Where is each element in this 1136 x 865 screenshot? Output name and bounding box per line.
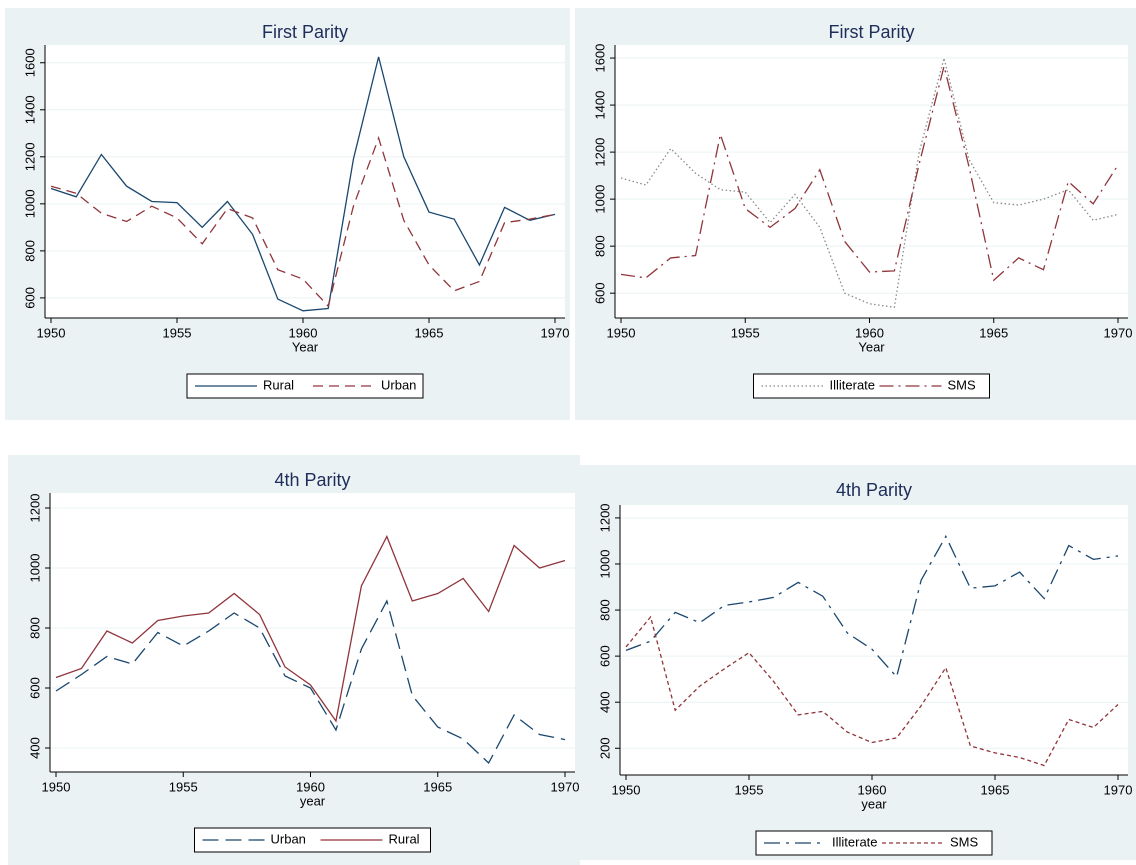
series-line: [55, 599, 566, 765]
chart-title: First Parity: [828, 22, 914, 42]
legend-label: Rural: [263, 377, 294, 392]
series-line: [625, 615, 1119, 767]
x-axis-label: year: [300, 793, 326, 808]
x-tick-label: 1970: [551, 779, 580, 794]
y-tick-label: 800: [592, 235, 607, 257]
legend-label: Urban: [381, 377, 416, 392]
legend-label: Illiterate: [830, 377, 876, 392]
x-tick-label: 1950: [607, 325, 636, 340]
x-tick-label: 1965: [415, 325, 444, 340]
y-tick-label: 1000: [27, 554, 42, 583]
y-tick-label: 600: [592, 282, 607, 304]
y-tick-label: 600: [22, 287, 37, 309]
y-tick-label: 600: [27, 677, 42, 699]
series-line: [55, 534, 566, 723]
y-tick-label: 1400: [22, 95, 37, 124]
x-tick-label: 1960: [289, 325, 318, 340]
legend-label: SMS: [950, 834, 979, 849]
x-tick-label: 1970: [541, 325, 570, 340]
x-tick-label: 1960: [855, 325, 884, 340]
y-tick-label: 200: [597, 737, 612, 759]
y-tick-label: 1400: [592, 91, 607, 120]
x-tick-label: 1955: [169, 779, 198, 794]
x-tick-label: 1970: [1104, 325, 1133, 340]
y-tick-label: 1200: [597, 503, 612, 532]
legend-label: Illiterate: [832, 834, 878, 849]
series-line: [620, 66, 1119, 282]
x-tick-label: 1955: [735, 782, 764, 797]
y-tick-label: 1000: [597, 550, 612, 579]
series-line: [50, 135, 556, 308]
chart-title: First Parity: [262, 22, 348, 42]
legend-label: Urban: [271, 831, 306, 846]
chart-title: 4th Parity: [274, 470, 350, 490]
x-tick-label: 1960: [858, 782, 887, 797]
legend-label: SMS: [948, 377, 977, 392]
y-tick-label: 1600: [592, 44, 607, 73]
y-tick-label: 1600: [22, 48, 37, 77]
y-tick-label: 800: [27, 617, 42, 639]
chart-title: 4th Parity: [836, 480, 912, 500]
y-tick-label: 1000: [592, 185, 607, 214]
series-line: [50, 56, 556, 312]
plot-area: [615, 45, 1128, 318]
x-tick-label: 1965: [423, 779, 452, 794]
y-tick-label: 600: [597, 645, 612, 667]
plot-area: [620, 505, 1128, 775]
x-tick-label: 1955: [731, 325, 760, 340]
series-line: [625, 534, 1119, 679]
y-tick-label: 1200: [22, 142, 37, 171]
y-tick-label: 1000: [22, 189, 37, 218]
legend-label: Rural: [389, 831, 420, 846]
x-tick-label: 1950: [42, 779, 71, 794]
x-axis-label: year: [861, 796, 887, 811]
x-tick-label: 1965: [979, 325, 1008, 340]
y-tick-label: 800: [597, 599, 612, 621]
plot-area: [45, 45, 565, 318]
x-axis-label: Year: [292, 339, 319, 354]
y-tick-label: 400: [27, 737, 42, 759]
x-tick-label: 1950: [37, 325, 66, 340]
x-axis-label: Year: [858, 339, 885, 354]
x-tick-label: 1960: [296, 779, 325, 794]
x-tick-label: 1965: [981, 782, 1010, 797]
legend-box: [753, 373, 990, 399]
y-tick-label: 1200: [592, 138, 607, 167]
plot-area: [50, 493, 575, 772]
y-tick-label: 800: [22, 240, 37, 262]
y-tick-label: 400: [597, 691, 612, 713]
y-tick-label: 1200: [27, 494, 42, 523]
x-tick-label: 1970: [1104, 782, 1133, 797]
x-tick-label: 1950: [612, 782, 641, 797]
x-tick-label: 1955: [163, 325, 192, 340]
